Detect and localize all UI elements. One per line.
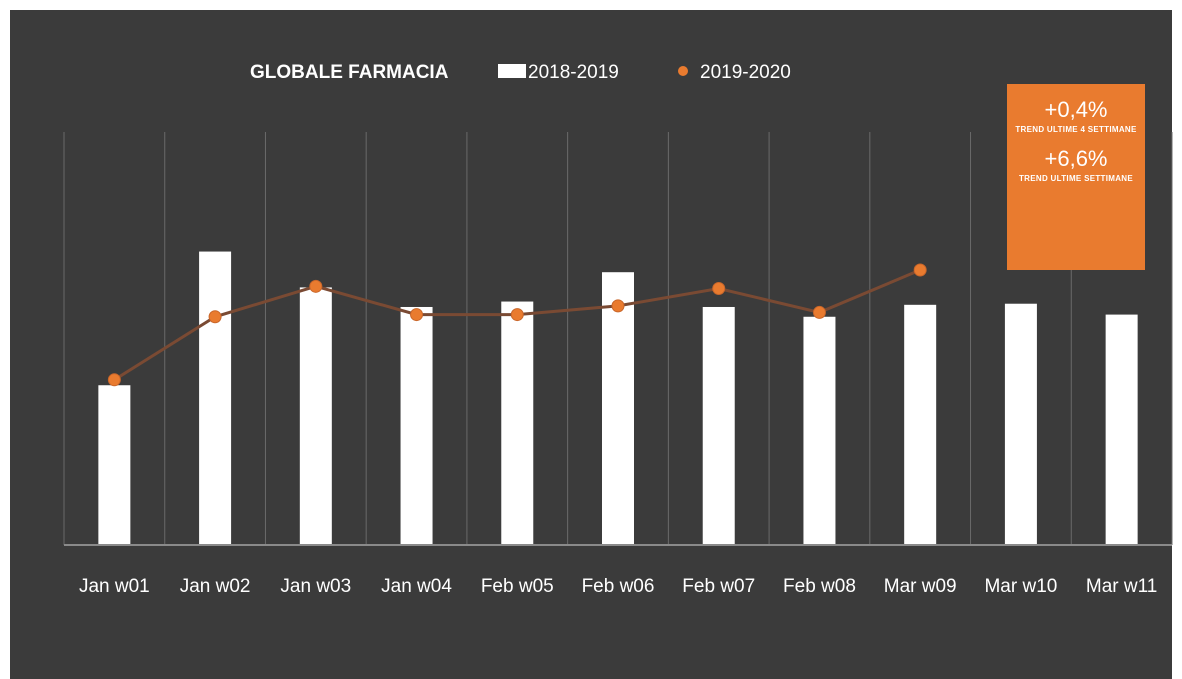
- legend: GLOBALE FARMACIA 2018-2019 2019-2020: [250, 62, 791, 83]
- bar-feb-w07: [702, 306, 735, 545]
- chart-title: GLOBALE FARMACIA: [250, 62, 449, 83]
- point-jan-w02: [208, 310, 222, 324]
- gridlines: [63, 132, 1173, 545]
- tick-label-mar-w10: Mar w10: [984, 576, 1057, 597]
- tick-label-jan-w02: Jan w02: [180, 576, 251, 597]
- bar-jan-w01: [98, 385, 131, 545]
- tick-label-jan-w03: Jan w03: [280, 576, 351, 597]
- bar-mar-w09: [904, 304, 937, 545]
- bar-jan-w03: [299, 287, 332, 545]
- legend-label-2018-2019: 2018-2019: [528, 62, 619, 83]
- tick-label-feb-w07: Feb w07: [682, 576, 755, 597]
- tick-label-feb-w08: Feb w08: [783, 576, 856, 597]
- trend-value-1: +0,4%: [1044, 97, 1108, 122]
- tick-label-mar-w11: Mar w11: [1086, 576, 1157, 597]
- tick-label-feb-w05: Feb w05: [481, 576, 554, 597]
- bar-feb-w06: [602, 272, 634, 545]
- point-feb-w08: [812, 305, 826, 319]
- bar-feb-w05: [501, 301, 534, 545]
- x-tick-labels: Jan w01 Jan w02 Jan w03 Jan w04 Feb w05 Feb w…: [79, 576, 1157, 597]
- trend-callout: +0,4% TREND ULTIME 4 SETTIMANE +6,6% TRE…: [1007, 84, 1145, 270]
- bar-jan-w02: [199, 251, 232, 546]
- bar-mar-w11: [1105, 314, 1138, 545]
- point-jan-w01: [107, 373, 121, 387]
- trend-caption-2: TREND ULTIME SETTIMANE: [1018, 174, 1133, 183]
- bar-feb-w08: [803, 316, 836, 545]
- line-series: [107, 263, 927, 387]
- bar-series: [98, 251, 1138, 546]
- point-feb-w05: [510, 308, 524, 322]
- trend-caption-1: TREND ULTIME 4 SETTIMANE: [1015, 125, 1137, 134]
- legend-label-2019-2020: 2019-2020: [700, 62, 791, 83]
- point-jan-w03: [309, 279, 323, 293]
- bar-mar-w10: [1004, 303, 1037, 545]
- tick-label-mar-w09: Mar w09: [884, 576, 957, 597]
- point-feb-w07: [712, 282, 726, 296]
- point-feb-w06: [611, 299, 625, 313]
- trend-value-2: +6,6%: [1044, 146, 1108, 171]
- tick-label-feb-w06: Feb w06: [582, 576, 655, 597]
- point-mar-w09: [913, 263, 927, 277]
- tick-label-jan-w04: Jan w04: [381, 576, 452, 597]
- legend-swatch-2018-2019: [498, 64, 526, 78]
- tick-label-jan-w01: Jan w01: [79, 576, 150, 597]
- legend-marker-2019-2020: [678, 66, 688, 76]
- bar-jan-w04: [400, 306, 433, 545]
- point-jan-w04: [410, 308, 424, 322]
